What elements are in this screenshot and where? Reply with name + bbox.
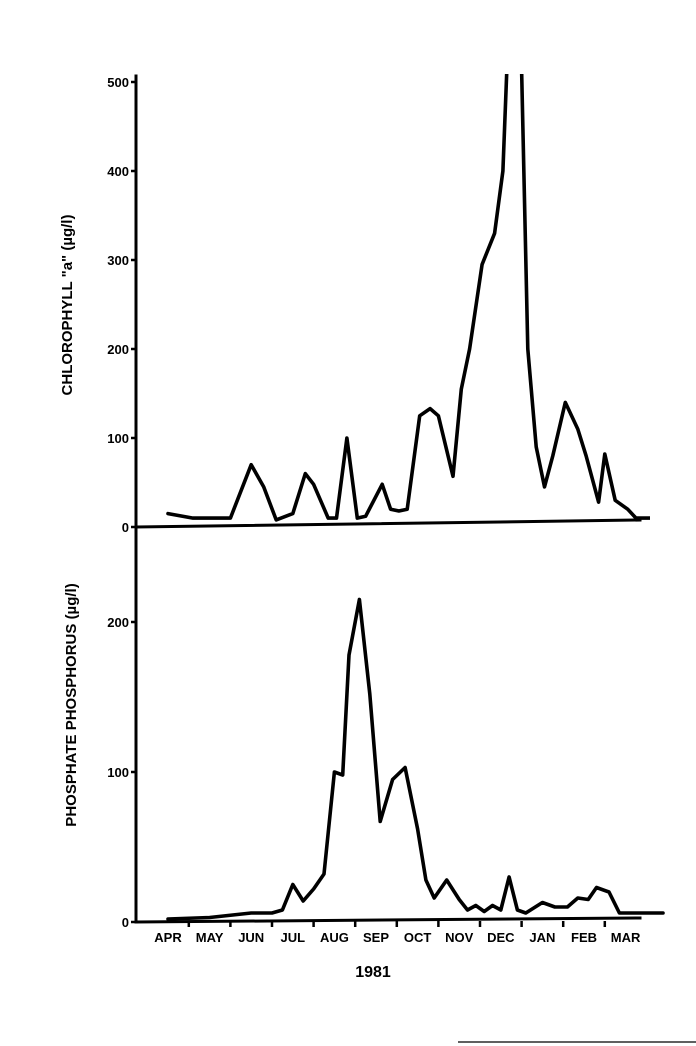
chlorophyll-series-line [166,74,650,522]
month-label: SEP [363,930,389,945]
chlorophyll-y-tick-label: 300 [107,253,129,268]
month-label: JUN [238,930,264,945]
month-label: OCT [404,930,432,945]
month-label: JAN [529,930,555,945]
chlorophyll-y-axis-label: CHLOROPHYLL "a" (µg/l) [59,215,76,396]
phosphate-panel: 0 100 200 PHOSPHATE PHOSPHORUS (µg/l) [63,525,665,930]
chlorophyll-y-tick-label: 400 [107,164,129,179]
chlorophyll-y-tick-label: 0 [122,520,129,535]
chlorophyll-y-tick-label: 500 [107,75,129,90]
month-axis: APR MAY JUN JUL AUG SEP OCT NOV DEC JAN FEB MAR 1981 [154,921,641,981]
month-label: NOV [445,930,474,945]
chlorophyll-baseline [134,518,642,529]
phosphate-y-tick-label: 0 [122,915,129,930]
phosphate-y-tick-label: 100 [107,765,129,780]
month-label: DEC [487,930,515,945]
month-label: MAY [196,930,224,945]
chlorophyll-y-tick-label: 200 [107,342,129,357]
month-label: JUL [281,930,306,945]
month-label: AUG [320,930,349,945]
chlorophyll-y-tick-label: 100 [107,431,129,446]
phosphate-x-axis [134,916,642,924]
phosphate-y-tick-label: 200 [107,615,129,630]
month-label: MAR [611,930,641,945]
month-label: FEB [571,930,597,945]
month-label: APR [154,930,182,945]
phosphate-y-axis-label: PHOSPHATE PHOSPHORUS (µg/l) [63,583,80,826]
year-label: 1981 [355,964,391,981]
chlorophyll-panel: 0 100 200 300 400 500 CHLOROPHYLL "a" (µg/l) [59,74,650,535]
phosphate-series-line [166,597,665,921]
